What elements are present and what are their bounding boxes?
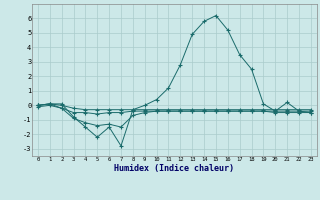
X-axis label: Humidex (Indice chaleur): Humidex (Indice chaleur) (115, 164, 234, 173)
